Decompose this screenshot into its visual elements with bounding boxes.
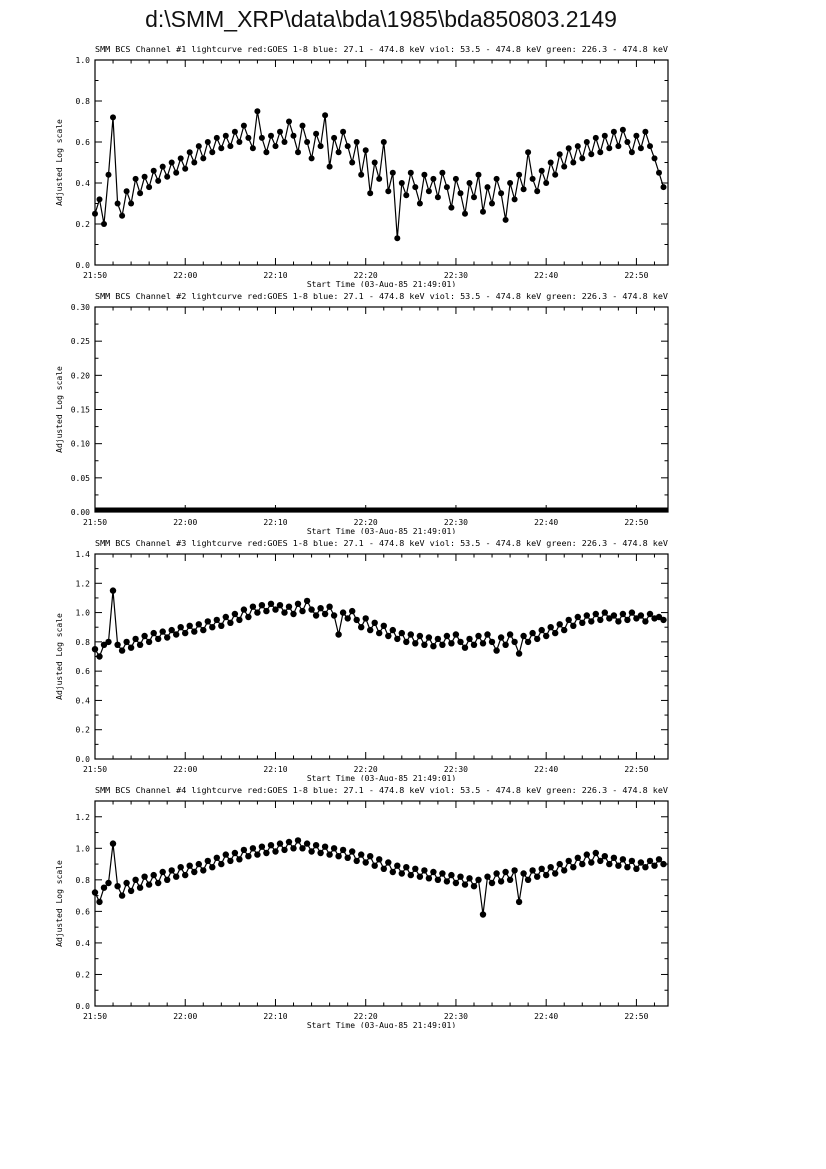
x-tick-label: 22:30 bbox=[444, 765, 468, 774]
y-tick-label: 0.10 bbox=[71, 440, 90, 449]
y-tick-label: 0.0 bbox=[76, 755, 91, 764]
y-tick-label: 0.2 bbox=[76, 970, 91, 979]
x-tick-label: 22:10 bbox=[263, 518, 287, 527]
y-tick-label: 1.0 bbox=[76, 56, 91, 65]
title-row: d:\SMM_XRP\data\bda\1985\bda850803.2149 bbox=[0, 0, 826, 40]
y-tick-label: 1.4 bbox=[76, 550, 91, 559]
y-tick-label: 0.0 bbox=[76, 1002, 91, 1011]
y-tick-label: 0.8 bbox=[76, 876, 91, 885]
x-tick-label: 22:40 bbox=[534, 1012, 558, 1021]
x-tick-label: 22:50 bbox=[624, 518, 648, 527]
y-tick-label: 1.0 bbox=[76, 609, 91, 618]
y-tick-label: 0.05 bbox=[71, 474, 90, 483]
x-tick-label: 22:20 bbox=[354, 518, 378, 527]
plot-box bbox=[94, 553, 669, 760]
y-tick-label: 0.2 bbox=[76, 726, 91, 735]
x-tick-label: 22:00 bbox=[173, 765, 197, 774]
axis-ticks bbox=[94, 553, 668, 760]
data-series bbox=[91, 587, 667, 660]
panel-title: SMM BCS Channel #4 lightcurve red:GOES 1… bbox=[95, 786, 668, 795]
x-tick-label: 21:50 bbox=[83, 518, 107, 527]
x-tick-label: 22:20 bbox=[354, 1012, 378, 1021]
y-tick-label: 0.15 bbox=[71, 406, 90, 415]
y-tick-label: 1.2 bbox=[76, 813, 91, 822]
charts-container: SMM BCS Channel #1 lightcurve red:GOES 1… bbox=[0, 40, 826, 1028]
x-axis-title: Start Time (03-Aug-85 21:49:01) bbox=[307, 280, 456, 287]
y-tick-label: 0.4 bbox=[76, 939, 91, 948]
y-tick-label: 0.30 bbox=[71, 303, 90, 312]
y-tick-label: 1.0 bbox=[76, 844, 91, 853]
x-tick-label: 22:00 bbox=[173, 1012, 197, 1021]
x-tick-label: 21:50 bbox=[83, 271, 107, 280]
y-tick-label: 0.6 bbox=[76, 667, 91, 676]
chart-panel-4: SMM BCS Channel #4 lightcurve red:GOES 1… bbox=[55, 786, 669, 1028]
y-tick-label: 0.8 bbox=[76, 638, 91, 647]
chart-panel-1: SMM BCS Channel #1 lightcurve red:GOES 1… bbox=[55, 45, 669, 287]
y-tick-label: 0.4 bbox=[76, 696, 91, 705]
y-tick-label: 0.6 bbox=[76, 907, 91, 916]
y-axis-title: Adjusted Log scale bbox=[55, 613, 64, 700]
x-tick-label: 21:50 bbox=[83, 1012, 107, 1021]
x-tick-label: 22:30 bbox=[444, 1012, 468, 1021]
chart-panel-2: SMM BCS Channel #2 lightcurve red:GOES 1… bbox=[55, 292, 669, 534]
y-tick-label: 0.00 bbox=[71, 508, 90, 517]
x-tick-label: 22:40 bbox=[534, 765, 558, 774]
x-tick-label: 22:20 bbox=[354, 271, 378, 280]
x-tick-label: 22:10 bbox=[263, 1012, 287, 1021]
x-tick-label: 22:50 bbox=[624, 1012, 648, 1021]
x-tick-label: 22:20 bbox=[354, 765, 378, 774]
data-series bbox=[92, 108, 667, 242]
y-axis-title: Adjusted Log scale bbox=[55, 119, 64, 206]
y-axis-title: Adjusted Log scale bbox=[55, 366, 64, 453]
x-tick-label: 22:50 bbox=[624, 271, 648, 280]
data-points bbox=[91, 587, 667, 660]
panel-title: SMM BCS Channel #3 lightcurve red:GOES 1… bbox=[95, 539, 668, 548]
x-axis-title: Start Time (03-Aug-85 21:49:01) bbox=[307, 774, 456, 781]
x-tick-label: 22:00 bbox=[173, 518, 197, 527]
y-tick-label: 0.2 bbox=[76, 220, 91, 229]
y-tick-label: 0.4 bbox=[76, 179, 91, 188]
axis-ticks bbox=[94, 59, 668, 266]
y-tick-label: 0.0 bbox=[76, 261, 91, 270]
y-tick-label: 0.6 bbox=[76, 138, 91, 147]
x-tick-label: 22:30 bbox=[444, 271, 468, 280]
x-tick-label: 22:00 bbox=[173, 271, 197, 280]
plot-box bbox=[94, 800, 669, 1007]
x-tick-label: 22:40 bbox=[534, 518, 558, 527]
chart-panel-3: SMM BCS Channel #3 lightcurve red:GOES 1… bbox=[55, 539, 669, 781]
plot-box bbox=[94, 306, 669, 513]
x-tick-label: 22:10 bbox=[263, 271, 287, 280]
data-points bbox=[91, 837, 667, 918]
x-tick-label: 22:30 bbox=[444, 518, 468, 527]
page-title: d:\SMM_XRP\data\bda\1985\bda850803.2149 bbox=[145, 6, 617, 32]
x-axis-title: Start Time (03-Aug-85 21:49:01) bbox=[307, 1021, 456, 1028]
x-axis-title: Start Time (03-Aug-85 21:49:01) bbox=[307, 527, 456, 534]
y-tick-label: 1.2 bbox=[76, 579, 91, 588]
data-series bbox=[91, 837, 667, 918]
y-axis-title: Adjusted Log scale bbox=[55, 860, 64, 947]
data-points bbox=[92, 108, 667, 242]
y-tick-label: 0.25 bbox=[71, 337, 90, 346]
x-tick-label: 21:50 bbox=[83, 765, 107, 774]
x-tick-label: 22:50 bbox=[624, 765, 648, 774]
y-tick-label: 0.8 bbox=[76, 97, 91, 106]
y-tick-label: 0.20 bbox=[71, 371, 90, 380]
x-tick-label: 22:10 bbox=[263, 765, 287, 774]
panel-title: SMM BCS Channel #2 lightcurve red:GOES 1… bbox=[95, 292, 668, 301]
panel-title: SMM BCS Channel #1 lightcurve red:GOES 1… bbox=[95, 45, 668, 54]
x-tick-label: 22:40 bbox=[534, 271, 558, 280]
